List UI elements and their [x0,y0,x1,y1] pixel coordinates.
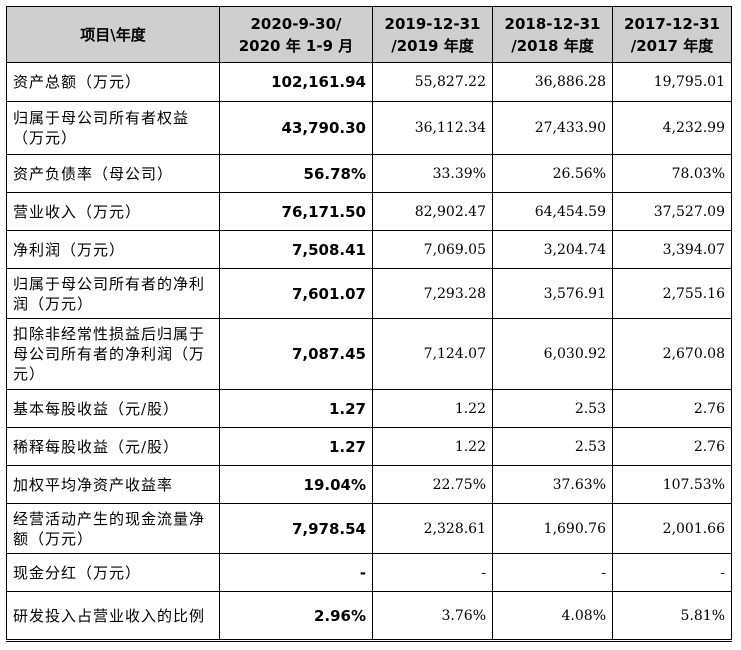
value-cell: 7,124.07 [372,318,493,390]
value-cell: 1.27 [219,427,373,466]
value-cell: 2.76 [612,389,732,428]
table-header-row: 项目\年度 2020-9-30/ 2020 年 1-9 月 2019-12-31… [6,6,732,63]
value-cell: 7,601.07 [219,268,373,319]
row-label: 营业收入（万元） [6,192,220,231]
value-cell: - [492,553,613,592]
value-cell: - [372,553,493,592]
row-label: 资产总额（万元） [6,62,220,102]
value-cell: 2,755.16 [612,268,732,319]
row-label: 稀释每股收益（元/股） [6,427,220,466]
table-row-debt-ratio: 资产负债率（母公司） 56.78% 33.39% 26.56% 78.03% [6,154,732,193]
header-2018: 2018-12-31 /2018 年度 [492,6,613,63]
header-2019: 2019-12-31 /2019 年度 [372,6,493,63]
table-row-deducted-net-profit: 扣除非经常性损益后归属于母公司所有者的净利润（万元） 7,087.45 7,124.… [6,318,732,390]
row-label: 现金分红（万元） [6,553,220,592]
header-2020: 2020-9-30/ 2020 年 1-9 月 [219,6,373,63]
table-row-net-profit: 净利润（万元） 7,508.41 7,069.05 3,204.74 3,394.07 [6,230,732,269]
value-cell: 1.22 [372,389,493,428]
table-row-parent-net-profit: 归属于母公司所有者的净利润（万元） 7,601.07 7,293.28 3,576.9… [6,268,732,319]
value-cell: 36,112.34 [372,101,493,155]
header-2017: 2017-12-31 /2017 年度 [612,6,732,63]
value-cell: 2.53 [492,427,613,466]
table-row-total-assets: 资产总额（万元） 102,161.94 55,827.22 36,886.28 19,7… [6,62,732,102]
table-row-basic-eps: 基本每股收益（元/股） 1.27 1.22 2.53 2.76 [6,389,732,428]
row-label: 研发投入占营业收入的比例 [6,591,220,642]
value-cell: 3,576.91 [492,268,613,319]
value-cell: 19.04% [219,465,373,504]
value-cell: 3,204.74 [492,230,613,269]
row-label: 加权平均净资产收益率 [6,465,220,504]
row-label: 归属于母公司所有者的净利润（万元） [6,268,220,319]
value-cell: 4,232.99 [612,101,732,155]
value-cell: 2,001.66 [612,503,732,554]
header-item-year: 项目\年度 [6,6,220,63]
value-cell: 78.03% [612,154,732,193]
table-row-parent-equity: 归属于母公司所有者权益（万元） 43,790.30 36,112.34 27,433.… [6,101,732,155]
value-cell: - [219,553,373,592]
value-cell: 1.27 [219,389,373,428]
value-cell: 7,978.54 [219,503,373,554]
value-cell: 2,328.61 [372,503,493,554]
value-cell: 4.08% [492,591,613,642]
row-label: 扣除非经常性损益后归属于母公司所有者的净利润（万元） [6,318,220,390]
value-cell: 82,902.47 [372,192,493,231]
value-cell: 56.78% [219,154,373,193]
value-cell: 7,293.28 [372,268,493,319]
value-cell: 7,069.05 [372,230,493,269]
row-label: 经营活动产生的现金流量净额（万元） [6,503,220,554]
value-cell: 37.63% [492,465,613,504]
value-cell: 3,394.07 [612,230,732,269]
row-label: 归属于母公司所有者权益（万元） [6,101,220,155]
table-row-cash-dividend: 现金分红（万元） - - - - [6,553,732,592]
row-label: 资产负债率（母公司） [6,154,220,193]
table-row-operating-cash-flow: 经营活动产生的现金流量净额（万元） 7,978.54 2,328.61 1,690.7… [6,503,732,554]
value-cell: 37,527.09 [612,192,732,231]
value-cell: 2.96% [219,591,373,642]
value-cell: 1,690.76 [492,503,613,554]
financial-table-container: 项目\年度 2020-9-30/ 2020 年 1-9 月 2019-12-31… [6,6,732,642]
value-cell: - [612,553,732,592]
row-label: 净利润（万元） [6,230,220,269]
table-row-roe: 加权平均净资产收益率 19.04% 22.75% 37.63% 107.53% [6,465,732,504]
financial-summary-table: 项目\年度 2020-9-30/ 2020 年 1-9 月 2019-12-31… [6,6,732,642]
value-cell: 107.53% [612,465,732,504]
value-cell: 33.39% [372,154,493,193]
value-cell: 7,087.45 [219,318,373,390]
value-cell: 5.81% [612,591,732,642]
value-cell: 7,508.41 [219,230,373,269]
value-cell: 102,161.94 [219,62,373,102]
value-cell: 3.76% [372,591,493,642]
table-row-revenue: 营业收入（万元） 76,171.50 82,902.47 64,454.59 37,52… [6,192,732,231]
value-cell: 27,433.90 [492,101,613,155]
row-label: 基本每股收益（元/股） [6,389,220,428]
value-cell: 26.56% [492,154,613,193]
table-row-diluted-eps: 稀释每股收益（元/股） 1.27 1.22 2.53 2.76 [6,427,732,466]
value-cell: 36,886.28 [492,62,613,102]
value-cell: 43,790.30 [219,101,373,155]
value-cell: 6,030.92 [492,318,613,390]
value-cell: 2.76 [612,427,732,466]
value-cell: 19,795.01 [612,62,732,102]
value-cell: 76,171.50 [219,192,373,231]
value-cell: 22.75% [372,465,493,504]
table-row-rd-ratio: 研发投入占营业收入的比例 2.96% 3.76% 4.08% 5.81% [6,591,732,642]
value-cell: 2,670.08 [612,318,732,390]
value-cell: 64,454.59 [492,192,613,231]
value-cell: 55,827.22 [372,62,493,102]
value-cell: 2.53 [492,389,613,428]
value-cell: 1.22 [372,427,493,466]
